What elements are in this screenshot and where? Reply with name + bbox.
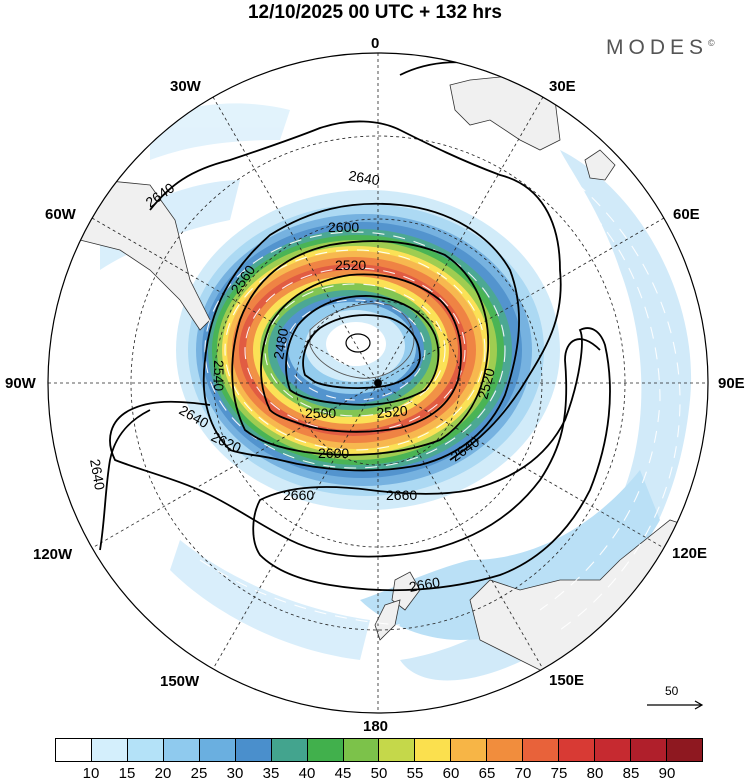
lon-label-90w: 90W <box>5 375 36 392</box>
contour-label: 2660 <box>283 487 314 503</box>
colorbar-tick-label: 70 <box>514 765 532 782</box>
colorbar-segment <box>631 739 667 761</box>
contour-label: 2600 <box>328 219 359 235</box>
contour-2660-ring <box>252 327 611 592</box>
colorbar-segment <box>343 739 380 761</box>
colorbar-tick-label: 90 <box>658 765 676 782</box>
colorbar-segment <box>271 739 308 761</box>
colorbar-segment <box>56 739 92 761</box>
colorbar-tick-label: 80 <box>586 765 604 782</box>
colorbar <box>55 738 703 762</box>
colorbar-tick-label: 40 <box>298 765 316 782</box>
colorbar-segment <box>379 739 416 761</box>
colorbar-segment <box>523 739 560 761</box>
colorbar-tick-label: 10 <box>82 765 100 782</box>
reference-vector-label: 50 <box>665 684 679 698</box>
contour-2480 <box>302 314 421 389</box>
colorbar-tick-label: 30 <box>226 765 244 782</box>
contour-label: 2660 <box>386 487 417 503</box>
polar-map: 2640 2640 2600 2560 2520 2480 2540 2520 … <box>47 52 709 714</box>
colorbar-tick-labels: 10 15 20 25 30 35 40 45 50 55 60 65 70 75 80 85 90 <box>0 765 750 783</box>
contour-2500 <box>285 295 440 406</box>
contour-labels: 2640 2640 2600 2560 2520 2480 2540 2520 … <box>87 167 498 595</box>
map-boundary <box>47 52 709 714</box>
colorbar-tick-label: 75 <box>550 765 568 782</box>
contour-label: 2480 <box>270 327 291 361</box>
colorbar-tick-label: 15 <box>118 765 136 782</box>
colorbar-segment <box>163 739 200 761</box>
contour-label: 2520 <box>335 257 366 273</box>
colorbar-tick-label: 55 <box>406 765 424 782</box>
colorbar-segment <box>199 739 236 761</box>
lon-label-30e: 30E <box>549 78 576 95</box>
lon-label-30w: 30W <box>170 78 201 95</box>
colorbar-tick-label: 45 <box>334 765 352 782</box>
contour-2560 <box>231 240 490 456</box>
lon-label-60e: 60E <box>673 206 700 223</box>
colorbar-tick-label: 60 <box>442 765 460 782</box>
copyright-mark: © <box>708 38 715 48</box>
lon-label-150w: 150W <box>160 673 200 690</box>
center-dot <box>374 379 382 387</box>
antarctica-coast <box>309 303 415 379</box>
colorbar-segment <box>127 739 164 761</box>
contour-label: 2640 <box>347 167 381 188</box>
colorbar-tick-label: 25 <box>190 765 208 782</box>
contour-label: 2540 <box>211 360 227 391</box>
colorbar-segment <box>415 739 452 761</box>
colorbar-segment <box>451 739 488 761</box>
lon-label-180: 180 <box>363 718 389 735</box>
colorbar-tick-label: 85 <box>622 765 640 782</box>
contour-label: 2520 <box>376 402 409 421</box>
reference-arrow-icon <box>647 700 704 710</box>
contour-label: 2640 <box>87 458 108 492</box>
colorbar-tick-label: 35 <box>262 765 280 782</box>
colorbar-segment <box>595 739 631 761</box>
south-pole-marker <box>345 333 371 353</box>
brand-logo: MODES© <box>606 36 715 60</box>
reference-vector: 50 <box>645 684 705 714</box>
colorbar-segment <box>91 739 128 761</box>
colorbar-tick-label: 20 <box>154 765 172 782</box>
colorbar-tick-label: 65 <box>478 765 496 782</box>
contour-label: 2600 <box>318 445 349 461</box>
lon-label-0: 0 <box>371 35 380 52</box>
colorbar-segment <box>487 739 524 761</box>
colorbar-segment <box>235 739 272 761</box>
lon-label-120e: 120E <box>672 545 708 562</box>
contour-label: 2520 <box>474 366 498 400</box>
colorbar-tick-label: 50 <box>370 765 388 782</box>
contour-2520 <box>260 273 462 433</box>
height-contours <box>99 61 611 592</box>
contour-label: 2500 <box>305 405 336 421</box>
lon-label-120w: 120W <box>33 546 73 563</box>
contour-2640-north <box>149 120 562 461</box>
colorbar-segment <box>666 739 702 761</box>
map-disc-contents: 2640 2640 2600 2560 2520 2480 2540 2520 … <box>48 53 708 713</box>
map-title: 12/10/2025 00 UTC + 132 hrs <box>247 2 503 23</box>
contour-2600 <box>202 202 520 472</box>
lon-label-150e: 150E <box>549 672 585 689</box>
contour-2640-west <box>99 409 151 551</box>
brand-name: MODES <box>606 36 709 59</box>
madagascar-land <box>584 149 616 181</box>
lon-label-60w: 60W <box>45 206 76 223</box>
colorbar-segment <box>559 739 596 761</box>
contour-label: 2660 <box>408 574 442 595</box>
lon-label-90e: 90E <box>718 375 745 392</box>
colorbar-segment <box>307 739 344 761</box>
